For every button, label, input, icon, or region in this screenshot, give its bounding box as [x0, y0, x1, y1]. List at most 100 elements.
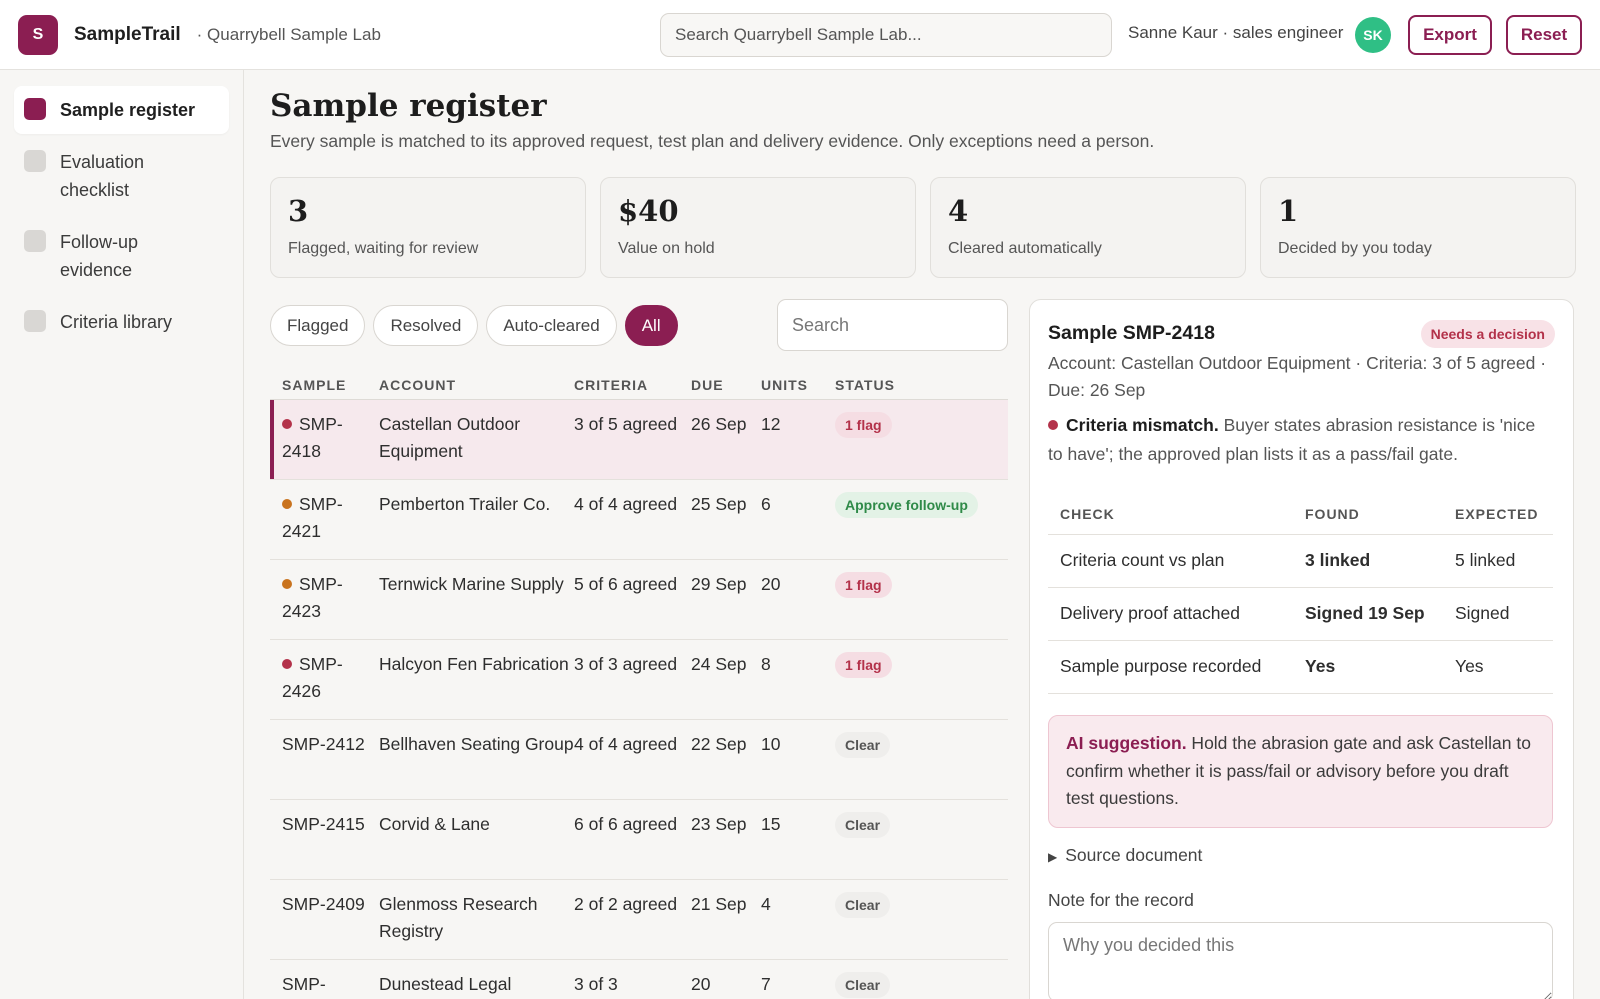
page-title: Sample register: [270, 88, 547, 124]
column-header-status[interactable]: STATUS: [835, 376, 895, 393]
units-cell: 7: [761, 974, 771, 994]
detail-meta: Account: Castellan Outdoor Equipment · C…: [1048, 353, 1547, 400]
criteria-cell: 3 of 5 agreed: [574, 414, 678, 434]
sample-id: SMP-: [282, 974, 326, 994]
checks-table: CHECK FOUND EXPECTED Criteria count vs p…: [1048, 494, 1553, 694]
ai-suggestion-title: AI suggestion.: [1066, 733, 1187, 753]
check-row: Delivery proof attached Signed 19 Sep Si…: [1048, 587, 1553, 641]
status-cell: Approve follow-up: [835, 491, 1008, 559]
note-label: Note for the record: [1048, 890, 1194, 910]
sample-cell: SMP-2423: [270, 571, 379, 639]
sample-id: SMP-2418: [282, 414, 343, 461]
stat-card-decided: 1 Decided by you today: [1260, 177, 1576, 278]
filter-chip-resolved[interactable]: Resolved: [373, 305, 479, 346]
sample-search-input[interactable]: [777, 299, 1008, 351]
status-cell: Clear: [835, 971, 1008, 999]
warning-dot-icon: [282, 499, 292, 509]
check-found: Signed 19 Sep: [1293, 587, 1443, 641]
units-cell: 12: [761, 414, 781, 434]
table-row[interactable]: SMP-2423 Ternwick Marine Supply 5 of 6 a…: [270, 560, 1008, 640]
table-row[interactable]: SMP-2415 Corvid & Lane 6 of 6 agreed 23 …: [270, 800, 1008, 880]
account-cell: Bellhaven Seating Group: [379, 734, 574, 754]
app-logo[interactable]: S: [18, 14, 58, 55]
issue-text: Buyer states abrasion resistance is 'nic…: [1048, 415, 1536, 464]
sample-table: SAMPLE ACCOUNT CRITERIA DUE UNITS STATUS…: [270, 370, 1008, 999]
due-cell: 29 Sep: [691, 574, 747, 594]
filter-chips: Flagged Resolved Auto-cleared All: [270, 305, 678, 346]
issue-title: Criteria mismatch.: [1066, 415, 1219, 435]
check-row: Sample purpose recorded Yes Yes: [1048, 640, 1553, 694]
source-document-toggle[interactable]: ▶ Source document: [1048, 845, 1202, 866]
criteria-cell: 4 of 4 agreed: [574, 494, 678, 514]
account-cell: Castellan Outdoor Equipment: [379, 414, 521, 461]
sidebar-item-criteria-library[interactable]: Criteria library: [14, 298, 229, 346]
sidebar-item-sample-register[interactable]: Sample register: [14, 86, 229, 134]
status-badge: 1 flag: [835, 572, 892, 598]
status-cell: 1 flag: [835, 651, 1008, 719]
due-cell: 25 Sep: [691, 494, 747, 514]
sidebar-item-label: Criteria library: [60, 312, 173, 332]
filter-chip-flagged[interactable]: Flagged: [270, 305, 366, 346]
sidebar-item-follow-up-evidence[interactable]: Follow-up evidence: [14, 218, 229, 294]
flag-dot-icon: [1048, 420, 1058, 430]
table-row[interactable]: SMP-2409 Glenmoss Research Registry 2 of…: [270, 880, 1008, 960]
sample-register-icon: [24, 98, 46, 120]
due-cell: 24 Sep: [691, 654, 747, 674]
sample-id: SMP-2421: [282, 494, 343, 541]
check-expected: 5 linked: [1443, 534, 1553, 588]
units-cell: 20: [761, 574, 781, 594]
global-search-input[interactable]: [660, 13, 1112, 57]
column-header-sample[interactable]: SAMPLE: [282, 376, 347, 393]
column-header-criteria[interactable]: CRITERIA: [574, 376, 649, 393]
ai-suggestion: AI suggestion. Hold the abrasion gate an…: [1048, 715, 1553, 828]
table-row[interactable]: SMP- Dunestead Legal 3 of 3 20 7 Clear: [270, 960, 1008, 999]
criteria-cell: 5 of 6 agreed: [574, 574, 678, 594]
status-cell: 1 flag: [835, 571, 1008, 639]
table-row[interactable]: SMP-2418 Castellan Outdoor Equipment 3 o…: [270, 400, 1008, 480]
account-cell: Glenmoss Research Registry: [379, 894, 538, 941]
sample-cell: SMP-2426: [270, 651, 379, 719]
units-cell: 8: [761, 654, 771, 674]
table-header: SAMPLE ACCOUNT CRITERIA DUE UNITS STATUS: [270, 370, 1008, 400]
stat-label: Value on hold: [618, 240, 715, 257]
units-cell: 6: [761, 494, 771, 514]
due-cell: 20: [691, 974, 711, 994]
filter-chip-all[interactable]: All: [624, 305, 678, 346]
status-badge: 1 flag: [835, 652, 892, 678]
sample-id: SMP-2423: [282, 574, 343, 621]
check-expected: Yes: [1443, 640, 1553, 694]
check-row: Criteria count vs plan 3 linked 5 linked: [1048, 534, 1553, 588]
column-header-account[interactable]: ACCOUNT: [379, 376, 456, 393]
ai-suggestion-text: Hold the abrasion gate and ask Castellan…: [1066, 733, 1531, 808]
table-row[interactable]: SMP-2412 Bellhaven Seating Group 4 of 4 …: [270, 720, 1008, 800]
sample-id: SMP-2409: [282, 894, 365, 914]
criteria-cell: 2 of 2 agreed: [574, 894, 678, 914]
sidebar-item-evaluation-checklist[interactable]: Evaluation checklist: [14, 138, 229, 214]
check-name: Delivery proof attached: [1048, 587, 1293, 641]
workspace-name: · Quarrybell Sample Lab: [196, 24, 381, 44]
reset-button[interactable]: Reset: [1506, 15, 1582, 55]
table-row[interactable]: SMP-2421 Pemberton Trailer Co. 4 of 4 ag…: [270, 480, 1008, 560]
avatar[interactable]: SK: [1355, 17, 1391, 53]
table-row[interactable]: SMP-2426 Halcyon Fen Fabrication 3 of 3 …: [270, 640, 1008, 720]
account-cell: Pemberton Trailer Co.: [379, 494, 551, 514]
account-cell: Halcyon Fen Fabrication: [379, 654, 569, 674]
stat-card-value-on-hold: $40 Value on hold: [600, 177, 916, 278]
stat-value: 3: [288, 194, 309, 228]
source-document-label: Source document: [1065, 845, 1203, 865]
status-badge: Clear: [835, 732, 891, 758]
column-header-due[interactable]: DUE: [691, 376, 724, 393]
account-cell: Corvid & Lane: [379, 814, 490, 834]
units-cell: 15: [761, 814, 781, 834]
note-textarea[interactable]: [1048, 922, 1553, 999]
filter-chip-auto-cleared[interactable]: Auto-cleared: [486, 305, 617, 346]
column-header-check: CHECK: [1048, 494, 1293, 535]
follow-up-evidence-icon: [24, 230, 46, 252]
checks-header-row: CHECK FOUND EXPECTED: [1048, 494, 1553, 535]
export-button[interactable]: Export: [1408, 15, 1492, 55]
stat-label: Decided by you today: [1278, 240, 1432, 257]
sample-id: SMP-2426: [282, 654, 343, 701]
status-cell: Clear: [835, 811, 1008, 879]
top-bar: S SampleTrail · Quarrybell Sample Lab Sa…: [0, 0, 1600, 70]
column-header-units[interactable]: UNITS: [761, 376, 808, 393]
